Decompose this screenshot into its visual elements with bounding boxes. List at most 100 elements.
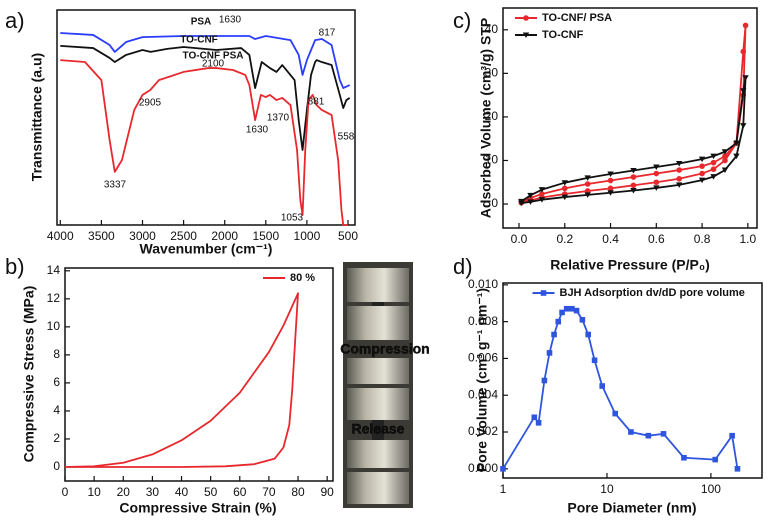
y-axis-label: Compressive Stress (MPa) [21,286,37,463]
y-tick-label: 0.002 [468,424,498,438]
x-tick-label: 100 [701,482,721,496]
series-line [60,45,351,151]
annotation: Release [352,421,405,437]
series-line [502,307,739,470]
x-tick-label: 4000 [47,229,74,243]
point [729,432,735,439]
point [531,414,538,421]
legend-label: TO-CNF/ PSA [542,12,612,24]
point [675,161,683,167]
point [653,164,660,171]
series-label: TO-CNF [180,35,218,46]
point [740,123,747,129]
annotation: 2905 [139,98,162,109]
series-line [64,292,299,468]
point [538,187,546,193]
point [660,431,667,437]
point [591,357,598,364]
point [607,185,614,192]
y-tick-label: 20 [485,109,499,123]
point [585,331,591,338]
x-tick-label: 0.2 [556,232,573,246]
x-tick-label: 1000 [294,229,321,243]
x-tick-label: 40 [175,485,189,499]
point [518,198,525,205]
point [734,466,741,472]
y-tick-label: 30 [485,66,499,80]
x-tick-label: 2500 [170,229,197,243]
point [527,192,534,199]
point [555,318,562,325]
annotation: 558 [338,132,355,143]
point [541,377,548,384]
y-tick-label: 14 [47,263,61,277]
annotation: 1630 [219,15,242,26]
point [551,331,557,338]
point [698,177,706,184]
series-label: TO-CNF PSA [183,51,244,62]
annotation: Compression [340,341,429,357]
x-tick-label: 0.8 [694,232,711,246]
point [628,429,634,435]
panel-label: a) [5,8,25,33]
annotation: 2100 [202,59,225,70]
point [676,175,682,182]
point [584,192,591,198]
x-tick-label: 50 [204,485,218,499]
x-axis-label: Wavenumber (cm⁻¹) [140,241,273,257]
annotation: 817 [319,28,336,39]
y-tick-label: 6 [53,375,60,389]
x-tick-label: 3000 [129,229,156,243]
panel-label: b) [5,254,25,279]
point [538,197,546,203]
x-tick-label: 10 [87,485,101,499]
point [733,140,740,147]
y-tick-label: 0 [53,459,60,473]
point [710,153,717,160]
y-tick-label: 0.004 [468,387,498,401]
x-tick-label: 0.0 [511,232,528,246]
x-tick-label: 90 [320,485,334,499]
annotation: 1053 [281,213,304,224]
legend-label: BJH Adsorption dv/dD pore volume [560,287,745,299]
point [630,188,637,194]
point [653,170,660,177]
panel-label: d) [453,254,473,279]
point [579,316,586,323]
point [563,305,570,312]
x-tick-label: 2000 [211,229,238,243]
x-axis-label: Pore Diameter (nm) [567,500,696,516]
point [559,309,565,316]
point [527,199,534,205]
series-line [60,59,349,226]
x-tick-label: 3500 [88,229,115,243]
y-tick-label: 0.006 [468,351,498,365]
x-tick-label: 0.4 [602,232,619,246]
x-tick-label: 70 [262,485,276,499]
x-tick-label: 80 [291,485,305,499]
legend-label: TO-CNF [542,29,584,41]
y-tick-label: 12 [47,291,61,305]
annotation: 1630 [246,125,269,136]
y-tick-label: 8 [53,347,60,361]
annotation: 1370 [267,113,290,124]
point [500,466,506,472]
legend-marker [522,32,530,38]
y-axis-label: Pore Volume (cm³ g⁻¹ nm⁻¹) [474,288,490,472]
point [712,456,719,463]
plot-frame [502,282,763,479]
x-tick-label: 30 [146,485,160,499]
point [584,181,591,187]
y-tick-label: 0.010 [468,277,498,291]
y-tick-label: 2 [53,431,60,445]
point [742,75,749,81]
point [733,153,740,160]
point [535,420,542,426]
point [710,174,717,180]
point [546,350,553,356]
point [630,174,637,180]
point [740,48,747,55]
x-tick-label: 0.6 [648,232,665,246]
x-tick-label: 500 [338,229,358,243]
legend-marker [523,15,529,21]
